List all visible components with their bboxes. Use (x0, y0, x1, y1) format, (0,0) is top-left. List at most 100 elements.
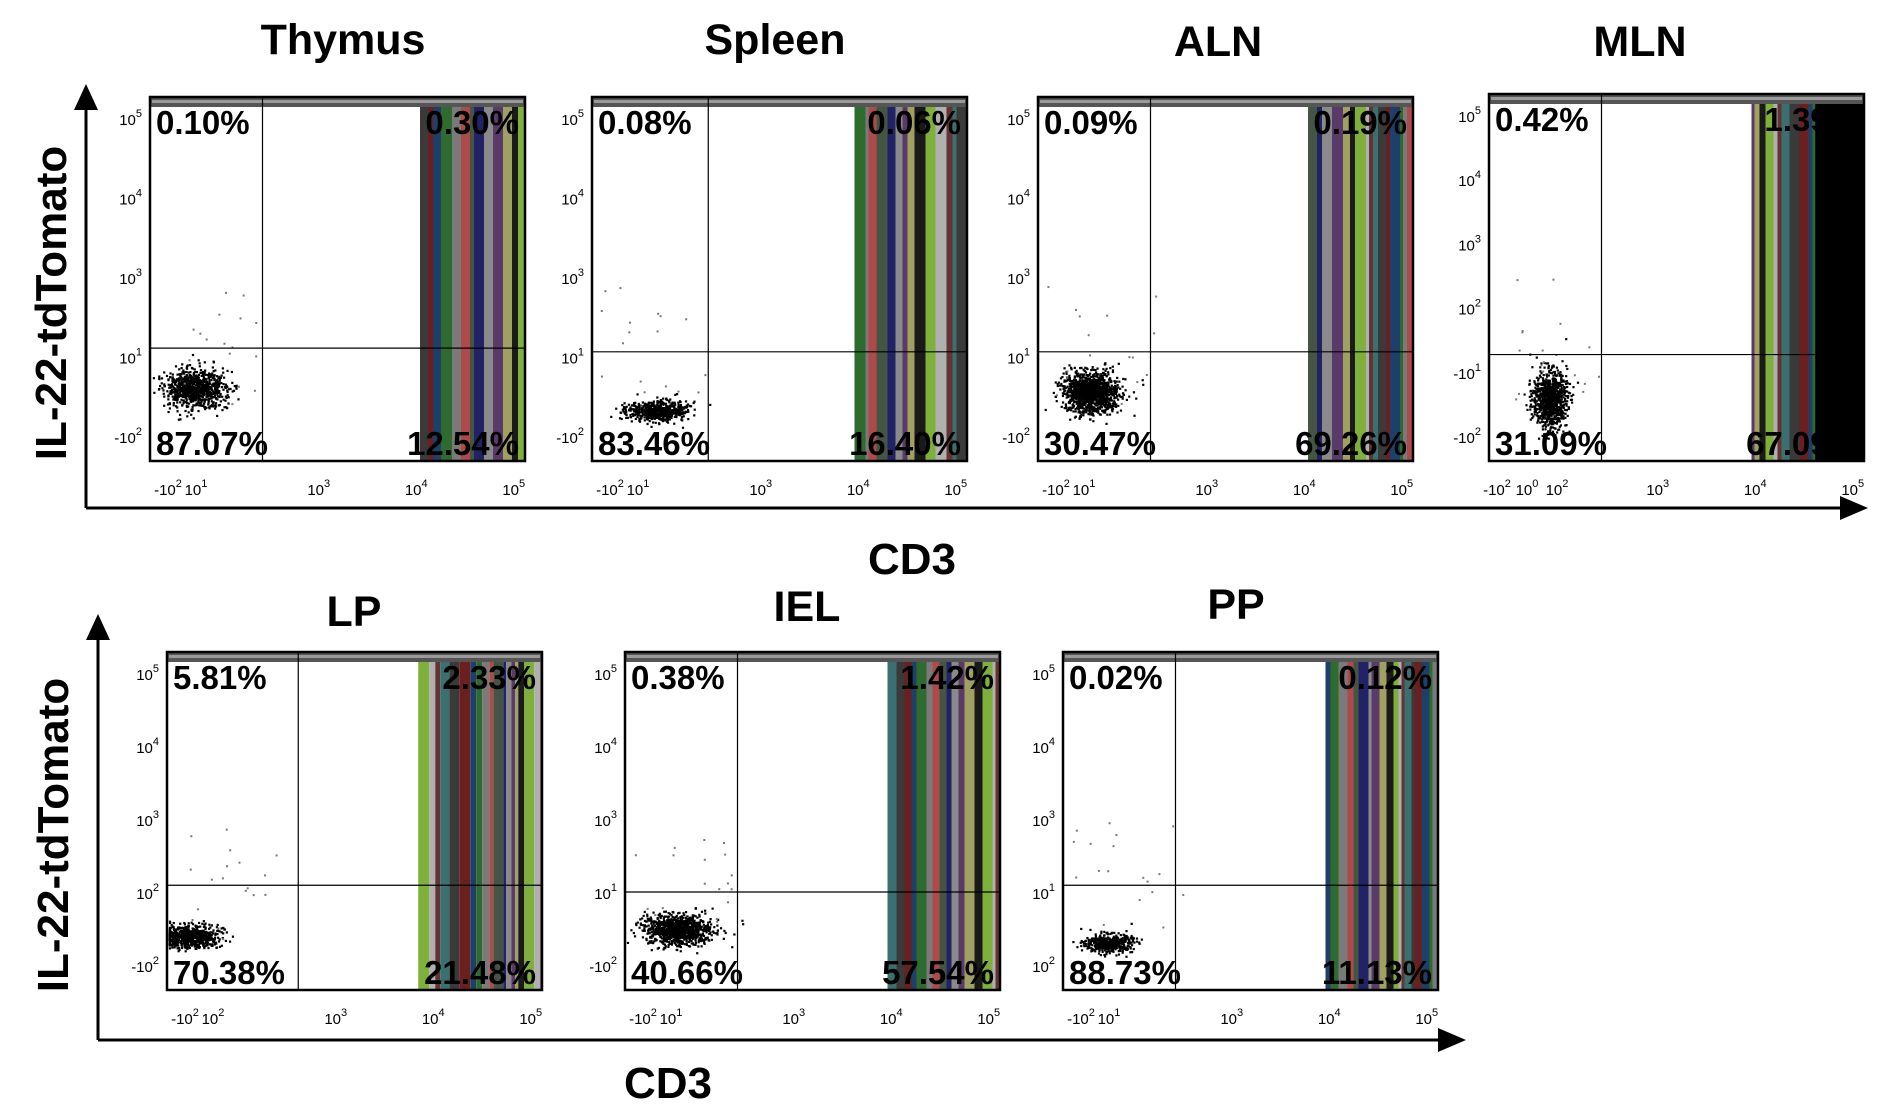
cell-event (1077, 407, 1081, 410)
cell-event (205, 384, 208, 388)
cell-event (1548, 418, 1551, 421)
cell-event-outlier (622, 342, 625, 345)
row2-x-axis-title: CD3 (624, 1059, 712, 1108)
cell-event (215, 926, 219, 929)
cell-event (1555, 411, 1558, 414)
cell-event (626, 416, 629, 419)
cell-event (1087, 385, 1090, 388)
cell-event (1100, 382, 1103, 385)
cell-event (1540, 405, 1543, 408)
cell-event (187, 935, 190, 938)
cell-event (659, 415, 662, 418)
saturation-band (932, 652, 940, 990)
cell-event (1564, 424, 1567, 427)
saturation-band (518, 97, 525, 461)
cell-event (1079, 406, 1082, 409)
cell-event (1084, 371, 1088, 374)
cell-event (184, 378, 188, 381)
cell-event (1543, 366, 1546, 369)
cell-event (1545, 411, 1549, 414)
cell-event (192, 372, 195, 375)
cell-event (1101, 401, 1105, 404)
saturation-band (418, 652, 430, 990)
cell-event (1121, 385, 1124, 388)
cell-event (171, 935, 174, 938)
cell-event (1566, 385, 1569, 389)
cell-event (1555, 396, 1558, 400)
cell-event (1073, 390, 1076, 393)
cell-event (171, 385, 175, 388)
cell-event (1110, 380, 1113, 384)
cell-event (218, 930, 221, 933)
cell-event (1551, 400, 1554, 403)
cell-event (1068, 364, 1071, 367)
cell-event (196, 379, 199, 382)
cell-event (203, 389, 206, 392)
cell-event (1076, 375, 1079, 378)
cell-event (677, 401, 680, 404)
cell-event (1108, 405, 1112, 408)
cell-event (1550, 366, 1554, 369)
cell-event (1529, 408, 1532, 411)
cell-event (1092, 407, 1095, 410)
cell-event (216, 398, 219, 401)
cell-event (1104, 381, 1107, 385)
cell-event (1113, 397, 1116, 400)
cell-event (192, 400, 195, 403)
cell-event (223, 406, 226, 409)
cell-event (191, 383, 194, 386)
cell-event-outlier (244, 889, 247, 892)
cell-event (168, 933, 172, 936)
cell-event (182, 369, 185, 372)
cell-event (185, 365, 189, 368)
top-saturation-strip-inner (627, 655, 998, 658)
saturation-band (470, 97, 474, 461)
cell-event (203, 406, 206, 409)
saturation-band (974, 652, 983, 990)
cell-event (1068, 379, 1072, 382)
cell-event (1553, 389, 1557, 393)
cell-event (180, 929, 184, 932)
cell-event (666, 410, 670, 413)
cell-event (1070, 392, 1073, 395)
panel-title: IEL (774, 583, 841, 631)
cell-event (1104, 369, 1107, 372)
cell-event (693, 928, 697, 931)
cell-event (672, 405, 675, 408)
cell-event (1099, 399, 1103, 402)
cell-event (198, 945, 201, 949)
cell-event (1564, 397, 1567, 401)
cell-event (658, 407, 661, 410)
cell-event (1073, 375, 1076, 378)
cell-event (1549, 368, 1553, 372)
cell-event (1566, 396, 1570, 399)
cell-event (1100, 406, 1104, 409)
cell-event (173, 395, 177, 398)
cell-event (1548, 392, 1551, 395)
cell-event-outlier (199, 332, 202, 335)
cell-event (667, 400, 671, 403)
cell-event (1555, 406, 1558, 409)
cell-event (656, 400, 659, 403)
cell-event (187, 376, 190, 379)
cell-event (214, 369, 217, 372)
saturation-band (515, 652, 519, 990)
cell-event (1557, 392, 1560, 395)
cell-event (1065, 379, 1068, 383)
cell-event-outlier (1559, 322, 1562, 325)
cell-event (1096, 384, 1100, 387)
cell-event (1548, 381, 1551, 384)
cell-event (210, 393, 213, 396)
y-tick-label: -102 (1002, 426, 1030, 447)
cell-event (222, 376, 226, 379)
cell-event (657, 407, 660, 410)
cell-event (1536, 391, 1539, 394)
cell-event (1559, 404, 1562, 407)
cell-event (1110, 384, 1113, 387)
cell-event (192, 935, 195, 938)
cell-event (1539, 366, 1542, 369)
cell-event (165, 374, 169, 378)
cell-event (672, 409, 675, 412)
cell-event (655, 410, 658, 413)
panel-title: Spleen (705, 16, 846, 64)
